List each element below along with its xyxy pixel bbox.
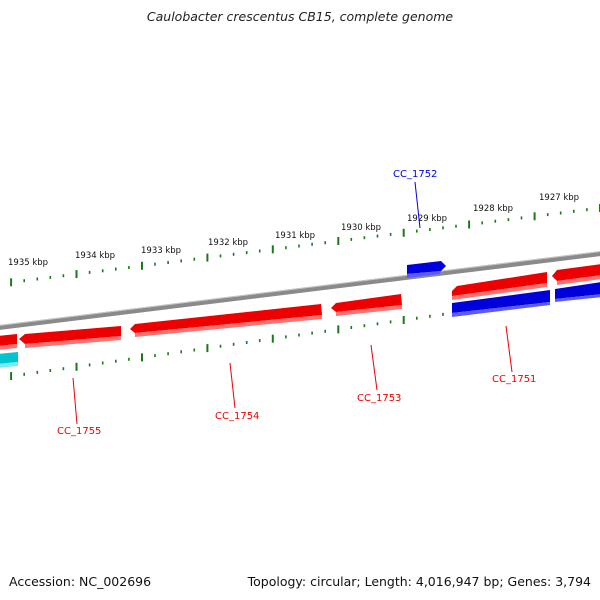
gene-label-cc1755[interactable]: CC_1755 [57, 426, 101, 437]
gene-partial-left-feature[interactable] [0, 334, 17, 350]
kbp-label-1934: 1934 kbp [75, 251, 115, 261]
feature-cyan[interactable] [0, 352, 18, 368]
kbp-label-1935: 1935 kbp [8, 258, 48, 268]
cc1755-leader-line [72, 377, 78, 425]
gene-cc1751-red-feature[interactable] [452, 264, 600, 300]
genome-summary-text: Topology: circular; Length: 4,016,947 bp… [247, 574, 591, 589]
kbp-label-1927: 1927 kbp [539, 193, 579, 203]
kbp-labels: 1927 kbp 1928 kbp 1929 kbp 1930 kbp 1931… [8, 193, 579, 268]
cc1752-leader-line [414, 181, 421, 229]
outer-tick-ring [10, 204, 600, 287]
kbp-label-1932: 1932 kbp [208, 238, 248, 248]
kbp-label-1931: 1931 kbp [275, 231, 315, 241]
gene-cc1751-feature[interactable] [452, 282, 600, 317]
kbp-label-1933: 1933 kbp [141, 246, 181, 256]
gene-label-cc1753[interactable]: CC_1753 [357, 393, 401, 404]
gene-label-cc1751[interactable]: CC_1751 [492, 374, 536, 385]
gene-cc1754-feature[interactable] [130, 304, 322, 337]
cc1754-leader-line [229, 362, 236, 409]
kbp-label-1929: 1929 kbp [407, 214, 447, 224]
map-title: Caulobacter crescentus CB15, complete ge… [146, 9, 454, 24]
gene-label-cc1752[interactable]: CC_1752 [393, 169, 437, 180]
cc1753-leader-line [370, 344, 378, 391]
gene-cc1752-feature[interactable] [407, 261, 446, 278]
cc1751-leader-line [505, 325, 513, 373]
gene-cc1755-feature[interactable] [19, 326, 121, 348]
kbp-label-1928: 1928 kbp [473, 204, 513, 214]
gene-label-cc1754[interactable]: CC_1754 [215, 411, 259, 422]
genome-backbone [0, 251, 600, 330]
kbp-label-1930: 1930 kbp [341, 223, 381, 233]
gene-cc1753-feature[interactable] [331, 294, 402, 316]
accession-text: Accession: NC_002696 [9, 574, 152, 589]
